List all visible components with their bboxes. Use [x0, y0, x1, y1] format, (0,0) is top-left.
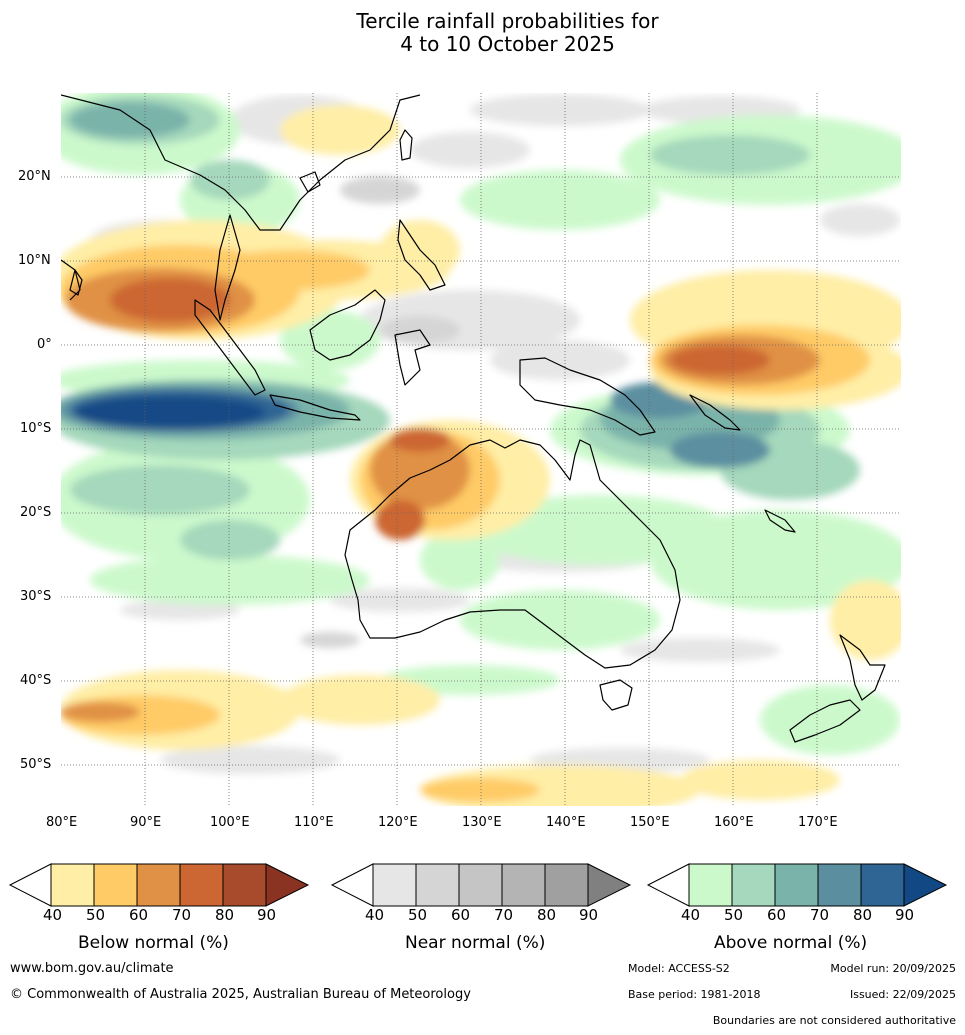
- legend-near-label: Near normal (%): [405, 933, 546, 953]
- legend-below-label: Below normal (%): [78, 933, 229, 953]
- near-swatch-2: [415, 863, 460, 907]
- above-swatch-5: [860, 863, 905, 907]
- below-swatch-1: [50, 863, 95, 907]
- coast-asia-mainland: [61, 94, 421, 321]
- lat-label-10n: 10°N: [18, 253, 51, 268]
- coast-tasmania: [599, 679, 633, 711]
- below-tick-80: 80: [215, 906, 235, 924]
- legend-above-label: Above normal (%): [714, 933, 868, 953]
- lat-label-20n: 20°N: [18, 169, 51, 184]
- above-tick-40: 40: [681, 906, 701, 924]
- footer-issued: Issued: 22/09/2025: [849, 988, 956, 1001]
- near-tick-80: 80: [537, 906, 557, 924]
- above-swatch-3: [774, 863, 819, 907]
- below-swatch-6: [265, 863, 310, 907]
- footer-copyright: © Commonwealth of Australia 2025, Austra…: [10, 987, 471, 1002]
- lat-label-20s: 20°S: [20, 505, 52, 520]
- lat-label-50s: 50°S: [20, 757, 52, 772]
- coast-sumatra: [194, 299, 266, 396]
- lon-label-140e: 140°E: [546, 815, 586, 830]
- lon-label-80e: 80°E: [46, 815, 78, 830]
- below-swatch-3: [136, 863, 181, 907]
- coast-sri-lanka: [69, 269, 83, 296]
- below-swatch-4: [179, 863, 224, 907]
- colorbar-near-normal: [330, 863, 632, 907]
- above-tick-70: 70: [810, 906, 830, 924]
- near-swatch-0: [330, 863, 374, 907]
- coastlines: [61, 94, 886, 743]
- above-tick-60: 60: [767, 906, 787, 924]
- near-swatch-5: [544, 863, 589, 907]
- lon-label-120e: 120°E: [378, 815, 418, 830]
- near-swatch-6: [587, 863, 632, 907]
- near-tick-60: 60: [451, 906, 471, 924]
- probability-field: [61, 93, 901, 806]
- coast-taiwan: [399, 129, 413, 161]
- colorbar-below-normal: [8, 863, 310, 907]
- below-swatch-0: [8, 863, 52, 907]
- coast-hainan: [299, 171, 321, 193]
- below-tick-60: 60: [129, 906, 149, 924]
- near-tick-40: 40: [365, 906, 385, 924]
- near-swatch-4: [501, 863, 546, 907]
- coast-sulawesi: [394, 329, 431, 386]
- below-tick-90: 90: [257, 906, 277, 924]
- above-swatch-6: [903, 863, 948, 907]
- lat-label-30s: 30°S: [20, 589, 52, 604]
- lon-label-160e: 160°E: [714, 815, 754, 830]
- coast-solomons: [689, 394, 741, 431]
- lon-label-170e: 170°E: [798, 815, 838, 830]
- near-tick-90: 90: [579, 906, 599, 924]
- graticule: [61, 93, 901, 806]
- footer-model-run: Model run: 20/09/2025: [830, 962, 956, 975]
- lon-label-110e: 110°E: [294, 815, 334, 830]
- below-tick-50: 50: [86, 906, 106, 924]
- lon-label-90e: 90°E: [130, 815, 162, 830]
- coast-new-caledonia: [764, 509, 796, 533]
- near-swatch-3: [458, 863, 503, 907]
- above-swatch-1: [688, 863, 733, 907]
- map-title: Tercile rainfall probabilities for 4 to …: [0, 10, 965, 56]
- above-tick-50: 50: [724, 906, 744, 924]
- coast-borneo: [309, 289, 386, 361]
- above-swatch-4: [817, 863, 862, 907]
- coast-java: [269, 394, 361, 421]
- near-swatch-1: [372, 863, 417, 907]
- coast-new-guinea: [519, 357, 656, 436]
- footer-model: Model: ACCESS-S2: [628, 962, 730, 975]
- lat-label-40s: 40°S: [20, 673, 52, 688]
- near-tick-70: 70: [494, 906, 514, 924]
- title-line-2: 4 to 10 October 2025: [400, 32, 615, 56]
- below-tick-70: 70: [172, 906, 192, 924]
- lon-label-100e: 100°E: [210, 815, 250, 830]
- coast-new-zealand-north: [839, 634, 886, 701]
- below-swatch-5: [222, 863, 267, 907]
- footer-base-period: Base period: 1981-2018: [628, 988, 761, 1001]
- coast-new-zealand-south: [789, 699, 861, 743]
- footer-website: www.bom.gov.au/climate: [10, 961, 174, 976]
- near-tick-50: 50: [408, 906, 428, 924]
- footer-disclaimer: Boundaries are not considered authoritat…: [712, 1014, 956, 1027]
- above-swatch-0: [646, 863, 690, 907]
- below-tick-40: 40: [43, 906, 63, 924]
- above-tick-90: 90: [895, 906, 915, 924]
- lat-label-10s: 10°S: [20, 421, 52, 436]
- title-line-1: Tercile rainfall probabilities for: [356, 9, 659, 33]
- above-swatch-2: [731, 863, 776, 907]
- lat-label-0: 0°: [37, 337, 52, 352]
- coast-australia: [344, 439, 681, 669]
- colorbar-above-normal: [646, 863, 948, 907]
- coast-philippines: [397, 219, 446, 291]
- above-tick-80: 80: [853, 906, 873, 924]
- lon-label-150e: 150°E: [630, 815, 670, 830]
- map-area: [61, 93, 901, 806]
- below-swatch-2: [93, 863, 138, 907]
- lon-label-130e: 130°E: [462, 815, 502, 830]
